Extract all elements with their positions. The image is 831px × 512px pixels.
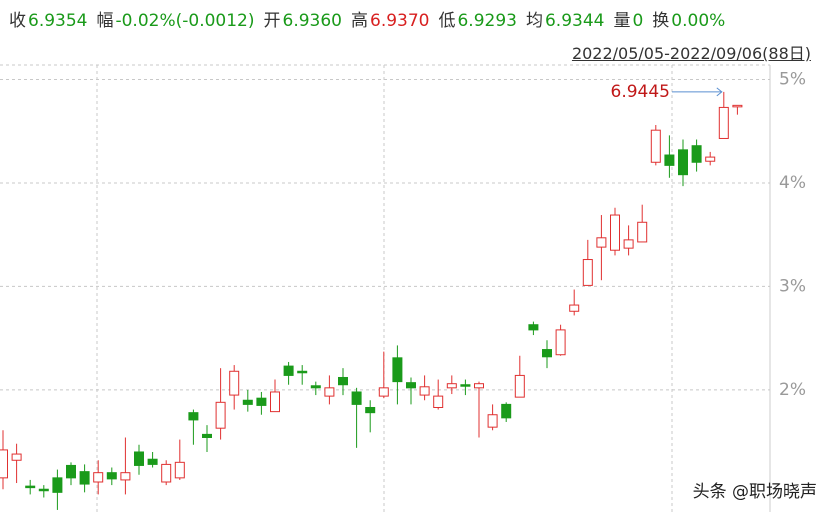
candle-body (555, 329, 566, 356)
candle-body (66, 464, 76, 479)
stat: 开 6.9360 (264, 6, 342, 31)
candle-body (338, 376, 348, 386)
candle-body (678, 149, 688, 176)
stat: 幅 -0.02%(-0.0012) (96, 6, 254, 31)
y-tick-label: 2% (779, 380, 806, 400)
y-tick-label: 4% (779, 173, 806, 193)
candle-body (610, 214, 620, 251)
candle-body (419, 386, 430, 396)
candle-body (446, 383, 457, 389)
candle-body (582, 259, 593, 286)
stat-label: 开 (263, 10, 281, 31)
stat-label: 低 (438, 10, 456, 31)
candle-body (202, 433, 212, 439)
candle-body (256, 397, 267, 406)
stat-label: 均 (525, 10, 543, 31)
stat-value: 0.00% (671, 10, 726, 31)
stat-label: 收 (9, 10, 26, 31)
annotation-arrowhead (716, 87, 723, 97)
candle-body (596, 237, 607, 248)
stat: 均 6.9344 (526, 6, 604, 31)
candle-body (664, 154, 675, 166)
stat: 低 6.9293 (438, 6, 516, 31)
candle-body (11, 453, 22, 461)
candle-body (365, 406, 376, 414)
stat-label: 量 (613, 10, 631, 31)
stat-value: -0.02%(-0.0012) (115, 10, 255, 31)
stat-value: 6.9344 (544, 10, 605, 31)
candle-body (392, 357, 403, 383)
candle-body (0, 449, 8, 479)
date-range[interactable]: 2022/05/05-2022/09/06(88日) (571, 44, 811, 63)
candle-body (147, 458, 158, 465)
candle-body (474, 383, 484, 389)
stat-value: 6.9370 (370, 10, 430, 31)
candle-body (528, 324, 539, 331)
candle-body (718, 106, 729, 139)
candle-body (650, 129, 661, 163)
stat: 收 6.9354 (9, 6, 87, 31)
candle-body (691, 145, 702, 163)
quote-bar: 收 6.9354 幅 -0.02%(-0.0012) 开 6.9360 高 6.9370 低 6.… (0, 0, 831, 36)
candle-body (161, 463, 172, 483)
candle-body (705, 156, 716, 162)
candle-body (569, 304, 580, 312)
candle-body (38, 488, 49, 492)
candle-body (120, 472, 131, 481)
y-tick-label: 5% (779, 69, 806, 89)
annotation: 6.9445 (611, 82, 670, 102)
candle-body (242, 399, 253, 405)
candle-body (93, 472, 104, 483)
candle-body (297, 370, 308, 374)
candle-body (324, 387, 335, 397)
stat-value: 6.9360 (282, 10, 342, 31)
candle-body (514, 374, 525, 398)
stat-value: 6.9354 (28, 10, 88, 31)
candle-body (542, 349, 552, 358)
stat-value: 6.9293 (457, 10, 517, 31)
candle-body (378, 387, 389, 397)
candle-body (433, 395, 444, 408)
candle-body (351, 391, 362, 405)
y-tick-label: 3% (779, 276, 806, 296)
candle-body (623, 239, 634, 249)
candle-body (134, 451, 144, 466)
candle-body (310, 385, 321, 389)
candle-body (501, 403, 512, 419)
candle-body (188, 412, 199, 421)
stat-label: 幅 (96, 10, 114, 31)
candle-body (229, 370, 240, 396)
candle-body (283, 365, 294, 376)
candle-body (215, 401, 226, 429)
candle-body (460, 384, 471, 387)
candle-body (270, 391, 280, 413)
watermark: 头条 @职场晓声 (692, 482, 817, 502)
candle-body (52, 477, 63, 493)
stat-label: 高 (351, 10, 368, 31)
stat-value: 0 (632, 10, 644, 31)
candle-body (406, 382, 416, 389)
stat: 换 0.00% (652, 6, 725, 31)
candle-body (25, 485, 36, 489)
stat-label: 换 (652, 10, 670, 31)
candle-body (637, 221, 648, 243)
candle-body (174, 461, 185, 479)
candle-body (732, 104, 743, 108)
stat: 高 6.9370 (351, 6, 429, 31)
candle-body (106, 472, 117, 480)
candle-body (79, 471, 90, 485)
candle-body (487, 414, 498, 428)
